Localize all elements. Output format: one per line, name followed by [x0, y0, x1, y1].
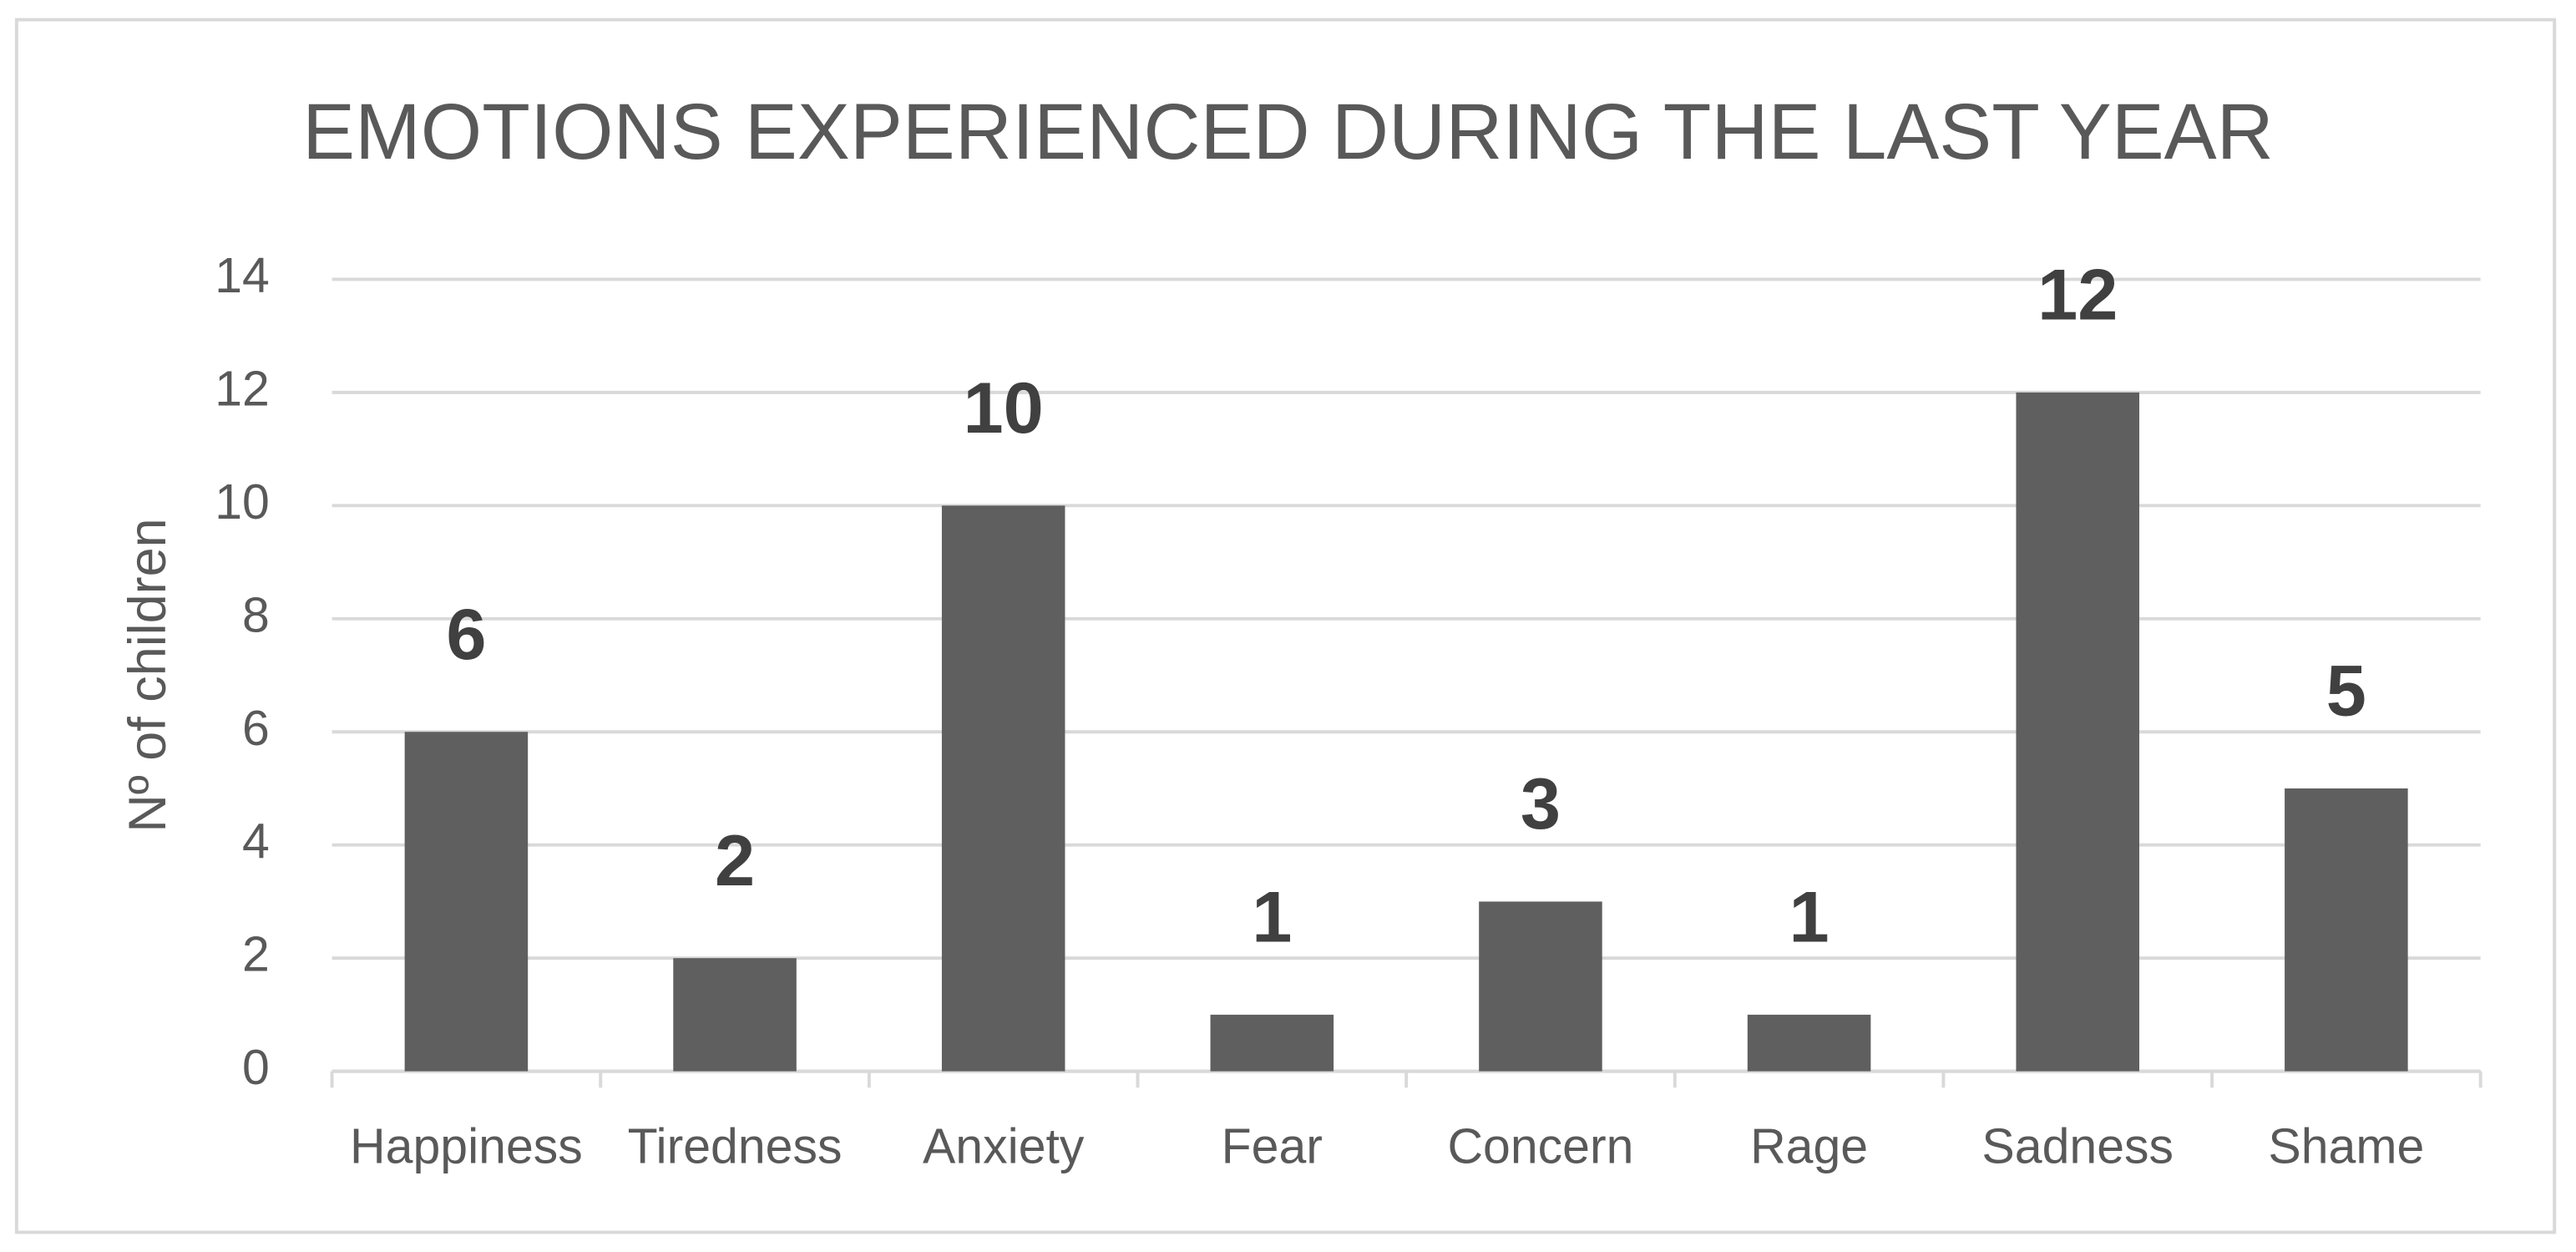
y-axis-label: Nº of children: [119, 518, 177, 832]
data-label: 2: [715, 821, 755, 901]
x-tick-label: Shame: [2268, 1119, 2424, 1174]
bar: [673, 958, 797, 1072]
bar: [1747, 1014, 1871, 1072]
x-tick-label: Sadness: [1981, 1119, 2174, 1174]
y-tick-label: 6: [242, 701, 270, 756]
data-label: 12: [2037, 256, 2118, 336]
bar: [1210, 1014, 1334, 1072]
chart-title: EMOTIONS EXPERIENCED DURING THE LAST YEA…: [302, 89, 2274, 176]
data-label: 3: [1521, 764, 1561, 844]
y-tick-label: 4: [242, 814, 270, 869]
data-label: 6: [446, 595, 486, 675]
x-tick-label: Tiredness: [628, 1119, 843, 1174]
data-label: 10: [964, 368, 1044, 449]
y-tick-label: 0: [242, 1040, 270, 1095]
bar: [941, 505, 1065, 1072]
data-label: 5: [2326, 651, 2366, 732]
x-tick-label: Fear: [1222, 1119, 1323, 1174]
bar: [2016, 392, 2139, 1072]
y-tick-label: 2: [242, 927, 270, 982]
x-tick-label: Concern: [1447, 1119, 1633, 1174]
data-label: 1: [1789, 878, 1830, 958]
bar: [1479, 901, 1602, 1072]
x-tick-label: Anxiety: [923, 1119, 1085, 1174]
x-tick-label: Happiness: [350, 1119, 583, 1174]
bar: [2285, 788, 2408, 1072]
y-tick-label: 10: [215, 474, 270, 530]
x-tick-label: Rage: [1750, 1119, 1868, 1174]
data-label: 1: [1252, 878, 1292, 958]
y-tick-label: 8: [242, 587, 270, 642]
y-tick-label: 14: [215, 248, 270, 303]
y-tick-label: 12: [215, 361, 270, 416]
bar: [404, 732, 529, 1072]
